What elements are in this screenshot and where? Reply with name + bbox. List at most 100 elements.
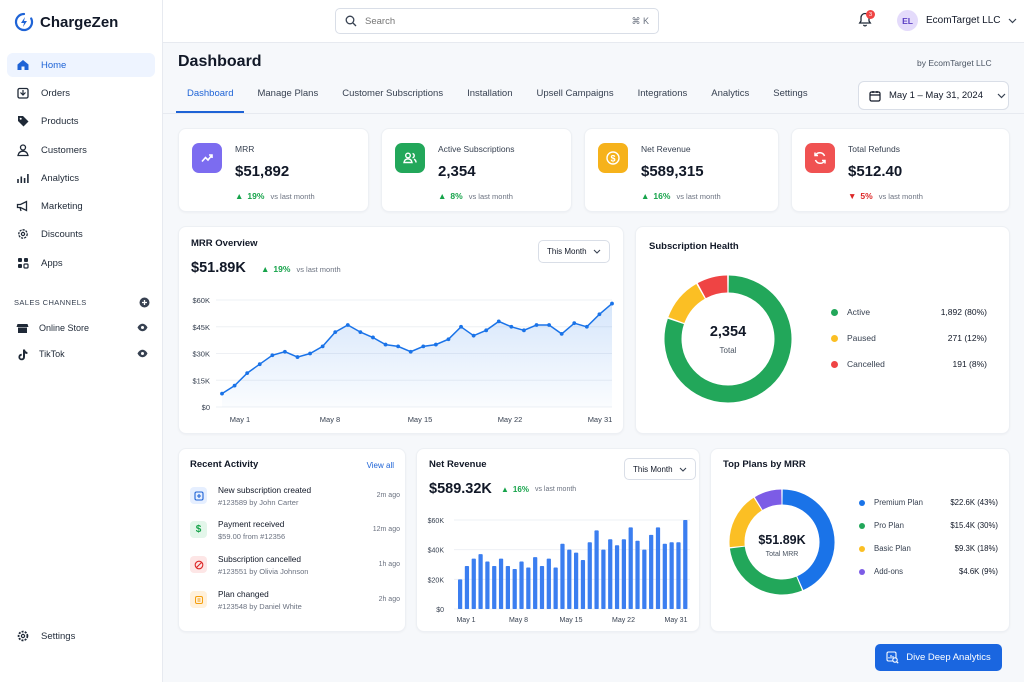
search-box[interactable]: ⌘ K — [335, 8, 659, 34]
x-tick-label: May 1 — [456, 617, 475, 624]
sidebar-item-analytics[interactable]: Analytics — [7, 166, 155, 190]
mrr-data-point — [597, 312, 602, 317]
x-tick-label: May 31 — [588, 415, 613, 424]
tab-integrations[interactable]: Integrations — [637, 88, 688, 99]
app-logo[interactable]: ChargeZen — [14, 12, 118, 32]
legend-label: Premium Plan — [874, 498, 923, 507]
mrr-data-point — [220, 391, 224, 396]
legend-value: 1,892 (80%) — [940, 307, 987, 317]
tab-dashboard[interactable]: Dashboard — [176, 81, 245, 113]
dropdown-value: This Month — [633, 464, 673, 474]
store-icon — [16, 323, 29, 333]
kpi-delta: ▼ 5% vs last month — [848, 191, 923, 201]
dropdown-value: This Month — [547, 247, 587, 256]
mrr-period-dropdown[interactable]: This Month — [538, 240, 610, 263]
legend-item: Active 1,892 (80%) — [831, 307, 987, 317]
card-title: MRR Overview — [191, 238, 258, 249]
sidebar-item-discounts[interactable]: Discounts — [7, 222, 155, 246]
legend-dot — [859, 522, 865, 529]
mrr-value: $51.89K — [191, 260, 246, 276]
mrr-data-point — [572, 321, 577, 326]
revenue-bar — [594, 530, 599, 609]
tab-upsell-campaigns[interactable]: Upsell Campaigns — [536, 88, 614, 99]
chevron-down-icon — [1009, 18, 1017, 23]
revenue-bar — [553, 567, 558, 609]
activity-item[interactable]: New subscription created #123589 by John… — [190, 485, 400, 515]
card-title: Recent Activity — [190, 459, 259, 470]
activity-item[interactable]: Plan changed #123548 by Daniel White 2h … — [190, 589, 400, 619]
tab-installation[interactable]: Installation — [467, 88, 513, 99]
mrr-data-point — [333, 330, 338, 334]
revenue-bar — [492, 565, 497, 609]
legend-label: Active — [847, 307, 871, 317]
sidebar-item-home[interactable]: Home — [7, 53, 155, 77]
arrow-down-icon: ▼ — [848, 191, 857, 201]
mrr-data-point — [496, 319, 501, 324]
tab-settings[interactable]: Settings — [773, 88, 808, 99]
activity-time: 12m ago — [372, 526, 400, 533]
arrow-up-icon: ▲ — [261, 264, 270, 274]
mrr-data-point — [320, 344, 325, 349]
tab-manage-plans[interactable]: Manage Plans — [257, 88, 319, 99]
sidebar-item-apps[interactable]: Apps — [7, 251, 155, 275]
sidebar-item-settings[interactable]: Settings — [7, 624, 155, 648]
channel-tiktok[interactable]: TikTok — [7, 343, 155, 365]
kpi-value: $51,892 — [235, 163, 290, 180]
x-tick-label: May 15 — [560, 617, 583, 624]
tab-analytics[interactable]: Analytics — [711, 88, 750, 99]
kpi-card-active-subscriptions[interactable]: Active Subscriptions 2,354 ▲ 8% vs last mo… — [381, 128, 572, 212]
tag-icon — [18, 116, 29, 127]
account-menu[interactable]: EL EcomTarget LLC — [897, 10, 1017, 31]
card-title: Net Revenue — [429, 459, 487, 470]
mrr-data-point — [446, 337, 451, 342]
channel-label: TikTok — [39, 349, 65, 359]
eye-icon[interactable] — [137, 349, 148, 358]
revenue-bar — [669, 542, 674, 609]
revenue-bar — [601, 549, 606, 609]
date-range-value: May 1 – May 31, 2024 — [889, 90, 983, 101]
mrr-data-point — [371, 335, 375, 340]
activity-title: New subscription created — [218, 485, 312, 495]
eye-icon[interactable] — [137, 323, 148, 332]
mrr-data-point — [584, 324, 589, 329]
dive-deep-analytics-button[interactable]: Dive Deep Analytics — [875, 644, 1002, 671]
revenue-bar — [560, 543, 565, 609]
kpi-value: $512.40 — [848, 163, 903, 180]
sidebar-item-label: Marketing — [41, 200, 83, 212]
sidebar-item-customers[interactable]: Customers — [7, 138, 155, 162]
net-revenue-period-dropdown[interactable]: This Month — [624, 458, 696, 480]
net-revenue-delta-caption: vs last month — [534, 486, 577, 493]
sidebar-item-orders[interactable]: Orders — [7, 81, 155, 105]
view-all-link[interactable]: View all — [366, 461, 394, 470]
kpi-delta: ▲ 19% vs last month — [235, 191, 315, 201]
channel-online-store[interactable]: Online Store — [7, 317, 155, 339]
notifications-button[interactable]: 3 — [858, 10, 875, 30]
sidebar-item-marketing[interactable]: Marketing — [7, 194, 155, 218]
donut-slice — [664, 275, 792, 403]
add-channel-icon[interactable] — [139, 297, 150, 308]
activity-item[interactable]: $ Payment received $59.00 from #12356 12… — [190, 519, 400, 549]
donut-slice — [668, 283, 706, 324]
activity-item[interactable]: Subscription cancelled #123551 by Olivia… — [190, 554, 400, 584]
legend-item: Basic Plan $9.3K (18%) — [859, 544, 998, 553]
plus-square-icon — [190, 487, 207, 504]
sidebar-item-products[interactable]: Products — [7, 109, 155, 133]
y-tick-label: $0 — [202, 403, 210, 412]
search-input[interactable] — [365, 15, 624, 27]
kpi-card-total-refunds[interactable]: Total Refunds $512.40 ▼ 5% vs last month — [791, 128, 1010, 212]
revenue-bar — [587, 542, 592, 609]
legend-label: Paused — [847, 333, 876, 343]
date-range-picker[interactable]: May 1 – May 31, 2024 — [858, 81, 1009, 110]
search-icon — [345, 15, 357, 27]
kpi-value: 2,354 — [438, 163, 476, 180]
kpi-card-net-revenue[interactable]: $ Net Revenue $589,315 ▲ 16% vs last month — [584, 128, 779, 212]
y-tick-label: $0 — [436, 607, 444, 614]
cancel-icon — [190, 556, 207, 573]
search-shortcut: ⌘ K — [631, 15, 649, 26]
chevron-down-icon — [997, 93, 1006, 98]
legend-value: $15.4K (30%) — [950, 521, 998, 530]
mrr-series-line — [221, 303, 613, 395]
donut-slice — [697, 275, 728, 299]
kpi-card-mrr[interactable]: MRR $51,892 ▲ 19% vs last month — [178, 128, 369, 212]
tab-customer-subscriptions[interactable]: Customer Subscriptions — [342, 88, 444, 99]
